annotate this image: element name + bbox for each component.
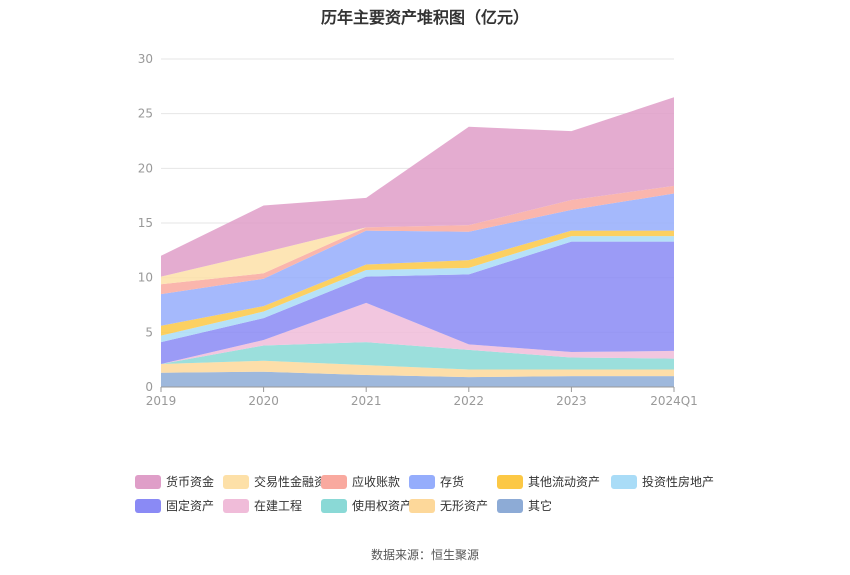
legend-swatch [497, 499, 523, 513]
y-tick-label: 10 [138, 271, 153, 285]
legend-item[interactable]: 使用权资产 [321, 498, 412, 513]
legend-label: 应收账款 [352, 474, 400, 489]
legend-label: 其他流动资产 [528, 475, 600, 489]
legend-item[interactable]: 交易性金融资产 [223, 474, 338, 489]
area-存货[interactable] [161, 193, 674, 326]
area-固定资产[interactable] [161, 241, 674, 365]
x-tick-label: 2020 [248, 394, 279, 408]
x-tick-label: 2019 [146, 394, 177, 408]
legend-item[interactable]: 存货 [409, 474, 464, 489]
area-在建工程[interactable] [161, 302, 674, 365]
y-tick-label: 15 [138, 216, 153, 230]
legend-swatch [409, 499, 435, 513]
x-tick-label: 2024Q1 [650, 394, 698, 408]
legend-swatch [135, 475, 161, 489]
area-应收账款[interactable] [161, 185, 674, 295]
legend-item[interactable]: 固定资产 [135, 498, 214, 513]
legend-label: 存货 [440, 474, 464, 489]
legend-label: 固定资产 [166, 498, 214, 513]
legend-item[interactable]: 在建工程 [223, 498, 302, 513]
legend-swatch [497, 475, 523, 489]
y-tick-label: 20 [138, 161, 153, 175]
legend-label: 投资性房地产 [642, 474, 714, 489]
legend-swatch [321, 475, 347, 489]
legend-label: 交易性金融资产 [254, 474, 338, 489]
legend-label: 在建工程 [254, 498, 302, 513]
legend-item[interactable]: 其它 [497, 498, 552, 513]
x-tick-label: 2021 [351, 394, 382, 408]
legend-item[interactable]: 投资性房地产 [611, 474, 714, 489]
legend-item[interactable]: 无形资产 [409, 499, 488, 513]
data-source-note: 数据来源：恒生聚源 [370, 548, 479, 562]
y-tick-label: 0 [145, 380, 153, 394]
area-series [161, 97, 674, 387]
area-交易性金融资产[interactable] [161, 185, 674, 285]
legend-swatch [409, 475, 435, 489]
chart-title: 历年主要资产堆积图（亿元） [320, 8, 529, 27]
legend-item[interactable]: 应收账款 [321, 474, 400, 489]
legend-item[interactable]: 货币资金 [135, 474, 214, 489]
legend-swatch [135, 499, 161, 513]
y-tick-label: 30 [138, 52, 153, 66]
area-无形资产[interactable] [161, 360, 674, 378]
legend-swatch [223, 475, 249, 489]
area-使用权资产[interactable] [161, 342, 674, 370]
legend-label: 货币资金 [166, 474, 214, 489]
legend-swatch [223, 499, 249, 513]
axes: 0 5 10 15 20 25 30 2019 2020 2021 2022 2023 2024Q1 [138, 52, 698, 408]
legend-swatch [321, 499, 347, 513]
area-其它[interactable] [161, 371, 674, 387]
legend-label: 无形资产 [440, 499, 488, 513]
y-tick-label: 5 [145, 325, 153, 339]
legend-item[interactable]: 其他流动资产 [497, 475, 600, 489]
y-tick-label: 25 [138, 107, 153, 121]
area-货币资金[interactable] [161, 97, 674, 277]
legend-label: 其它 [528, 498, 552, 513]
legend-label: 使用权资产 [352, 498, 412, 513]
legend-swatch [611, 475, 637, 489]
x-tick-label: 2022 [454, 394, 485, 408]
x-tick-label: 2023 [556, 394, 587, 408]
